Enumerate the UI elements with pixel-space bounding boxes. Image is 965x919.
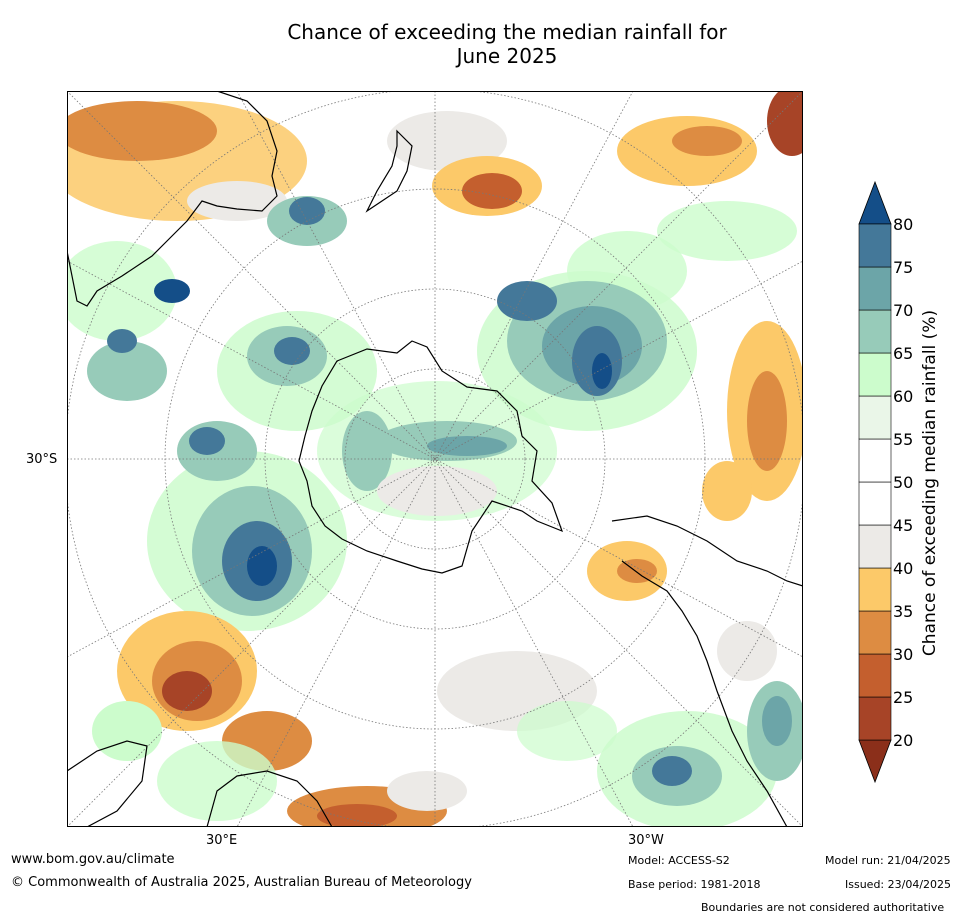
colorbar-segment-30_35 bbox=[858, 610, 892, 655]
longitude-label-30w: 30°W bbox=[628, 833, 664, 848]
colorbar-extend-below-20 bbox=[858, 739, 892, 784]
base-period: Base period: 1981-2018 bbox=[628, 878, 761, 891]
colorbar: 20 25 30 35 40 45 50 55 60 65 70 75 80 bbox=[858, 180, 913, 784]
colorbar-segment-20_25 bbox=[858, 696, 892, 741]
colorbar-tick-label: 45 bbox=[893, 516, 913, 535]
colorbar-tick-label: 20 bbox=[893, 731, 913, 750]
latitude-label-30s: 30°S bbox=[26, 452, 58, 467]
colorbar-tick-label: 35 bbox=[893, 602, 913, 621]
africa-coastline bbox=[67, 91, 278, 307]
issued-date: Issued: 23/04/2025 bbox=[845, 878, 952, 891]
colorbar-segment-65_70 bbox=[858, 309, 892, 354]
colorbar-tick-label: 40 bbox=[893, 559, 913, 578]
colorbar-segment-25_30 bbox=[858, 653, 892, 698]
anomaly-fields bbox=[67, 91, 803, 827]
title-line-1: Chance of exceeding the median rainfall … bbox=[287, 20, 727, 44]
model-name: Model: ACCESS-S2 bbox=[628, 854, 730, 867]
new-zealand-coastline bbox=[365, 129, 413, 213]
colorbar-extend-above-80 bbox=[858, 180, 892, 225]
coastlines bbox=[67, 91, 803, 827]
map-canvas bbox=[67, 91, 803, 827]
colorbar-tick-label: 50 bbox=[893, 473, 913, 492]
colorbar-segment-45_50 bbox=[858, 481, 892, 526]
colorbar-segment-50_55 bbox=[858, 438, 892, 483]
colorbar-segment-40_45 bbox=[858, 524, 892, 569]
graticule bbox=[67, 91, 803, 827]
colorbar-segment-35_40 bbox=[858, 567, 892, 612]
longitude-label-30e: 30°E bbox=[206, 833, 238, 848]
footer-url: www.bom.gov.au/climate bbox=[11, 852, 175, 867]
colorbar-label: Chance of exceeding median rainfall (%) bbox=[920, 309, 940, 657]
footer-copyright: © Commonwealth of Australia 2025, Austra… bbox=[11, 875, 472, 890]
colorbar-tick-label: 65 bbox=[893, 344, 913, 363]
map-title: Chance of exceeding the median rainfall … bbox=[0, 20, 965, 68]
antarctica-coastline bbox=[298, 340, 564, 574]
colorbar-tick-label: 55 bbox=[893, 430, 913, 449]
colorbar-tick-label: 75 bbox=[893, 258, 913, 277]
title-line-2: June 2025 bbox=[456, 44, 558, 68]
colorbar-tick-label: 30 bbox=[893, 645, 913, 664]
colorbar-tick-label: 80 bbox=[893, 215, 913, 234]
colorbar-segment-60_65 bbox=[858, 352, 892, 397]
boundaries-disclaimer: Boundaries are not considered authoritat… bbox=[701, 901, 945, 914]
colorbar-segment-55_60 bbox=[858, 395, 892, 440]
australia-coastline bbox=[206, 770, 333, 827]
south-america-coastline bbox=[611, 515, 803, 587]
colorbar-tick-label: 60 bbox=[893, 387, 913, 406]
colorbar-segment-75_80 bbox=[858, 223, 892, 268]
rainfall-probability-map bbox=[67, 91, 803, 827]
map-frame bbox=[67, 91, 803, 827]
colorbar-tick-label: 25 bbox=[893, 688, 913, 707]
colorbar-segment-70_75 bbox=[858, 266, 892, 311]
colorbar-tick-label: 70 bbox=[893, 301, 913, 320]
model-run-date: Model run: 21/04/2025 bbox=[825, 854, 951, 867]
